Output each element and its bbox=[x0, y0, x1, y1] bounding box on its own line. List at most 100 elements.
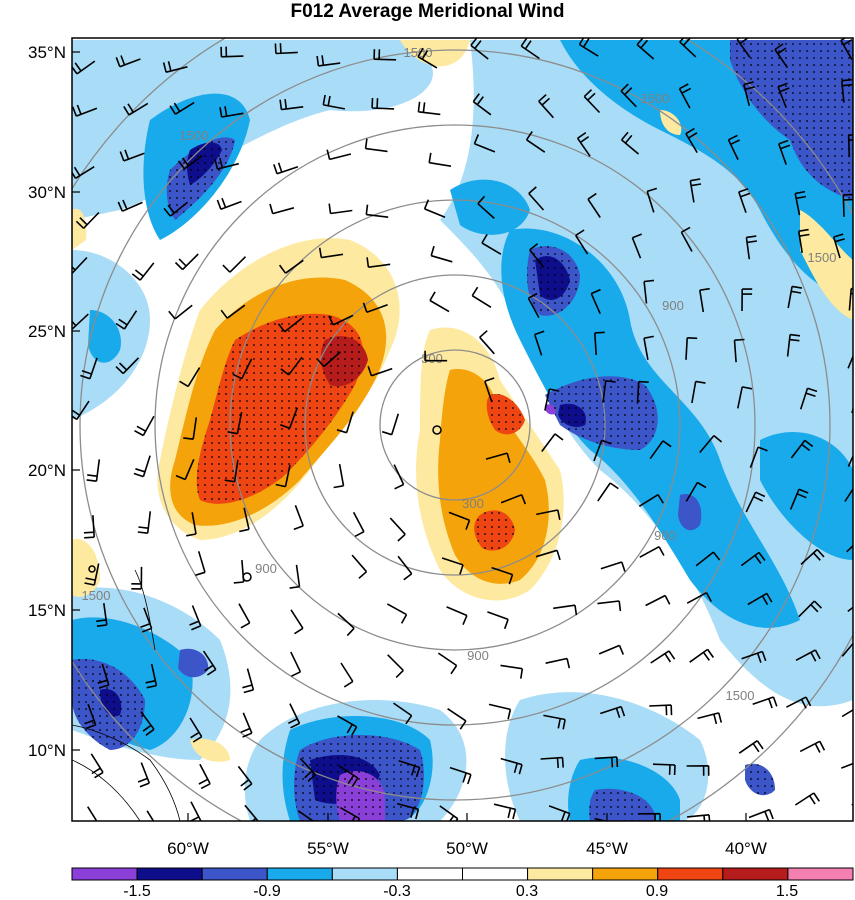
wind-barb bbox=[189, 717, 203, 743]
wind-barb bbox=[790, 439, 814, 459]
wind-barb bbox=[678, 83, 692, 109]
wind-barb bbox=[652, 763, 676, 776]
wind-barb bbox=[123, 102, 149, 116]
wind-barb bbox=[470, 38, 489, 60]
wind-barb bbox=[273, 162, 299, 175]
wind-barb bbox=[351, 554, 368, 579]
wind-barb bbox=[316, 55, 341, 67]
wind-barb bbox=[393, 464, 405, 490]
wind-barb bbox=[841, 762, 853, 769]
lon-label: 45°W bbox=[586, 839, 628, 858]
wind-barb bbox=[799, 387, 818, 410]
wind-barb bbox=[72, 257, 88, 275]
wind-barb bbox=[275, 464, 291, 488]
plot-area: 300 300 900 900 900 900 1500 1500 1500 1500 1500 15… bbox=[72, 38, 853, 821]
wind-barb bbox=[242, 668, 255, 694]
range-ring-label: 300 bbox=[421, 351, 443, 366]
wind-barb bbox=[448, 511, 471, 530]
wind-barb bbox=[597, 482, 619, 502]
wind-barb bbox=[340, 662, 354, 688]
wind-barb bbox=[393, 702, 413, 725]
wind-barb bbox=[786, 696, 812, 709]
wind-barb bbox=[600, 705, 626, 718]
wind-barb bbox=[520, 38, 540, 60]
wind-barb bbox=[214, 157, 239, 170]
wind-barb bbox=[219, 106, 244, 118]
colorbar-swatch bbox=[462, 867, 529, 881]
wind-barb bbox=[841, 78, 853, 103]
wind-barb bbox=[90, 753, 104, 779]
range-ring-label: 900 bbox=[255, 561, 277, 576]
wind-barb bbox=[620, 131, 640, 155]
lon-label: 50°W bbox=[446, 839, 488, 858]
wind-barb bbox=[847, 606, 853, 613]
axis-ticks bbox=[72, 51, 747, 821]
longitude-labels: 60°W 55°W 50°W 45°W 40°W bbox=[167, 839, 767, 858]
wind-barb bbox=[328, 203, 353, 215]
wind-barb bbox=[318, 247, 344, 259]
wind-barb bbox=[83, 515, 95, 539]
colorbar-label: 0.3 bbox=[516, 883, 538, 900]
wind-barb bbox=[847, 134, 853, 158]
wind-barb bbox=[371, 97, 395, 110]
wind-barb bbox=[797, 228, 810, 254]
colorbar-swatch bbox=[396, 867, 463, 881]
wind-barb bbox=[727, 134, 741, 160]
colorbar bbox=[71, 867, 854, 881]
wind-barb bbox=[594, 331, 605, 355]
wind-barb bbox=[832, 233, 845, 259]
colorbar-swatch bbox=[136, 867, 203, 881]
wind-barb bbox=[417, 47, 438, 69]
wind-barb bbox=[685, 337, 698, 360]
wind-barb bbox=[86, 459, 101, 482]
wind-barb bbox=[289, 564, 301, 589]
wind-barb bbox=[541, 433, 564, 452]
wind-barb bbox=[398, 759, 421, 778]
wind-barb bbox=[500, 757, 523, 775]
wind-barb bbox=[75, 211, 100, 229]
wind-barb bbox=[337, 612, 355, 637]
wind-barb bbox=[527, 292, 540, 318]
lon-label: 55°W bbox=[307, 839, 349, 858]
wind-barb bbox=[544, 388, 560, 411]
colorbar-swatch bbox=[787, 867, 854, 881]
wind-barb bbox=[493, 803, 517, 820]
range-ring-label: 1500 bbox=[808, 250, 837, 265]
range-ring-label: 1500 bbox=[180, 128, 209, 143]
wind-barb bbox=[441, 557, 464, 575]
lat-label: 10°N bbox=[28, 741, 66, 760]
colorbar-swatch bbox=[722, 867, 789, 881]
wind-barb bbox=[428, 152, 452, 167]
wind-barb bbox=[598, 644, 625, 655]
lon-label: 60°W bbox=[167, 839, 209, 858]
wind-barb bbox=[649, 704, 673, 716]
wind-barb bbox=[500, 494, 527, 505]
wind-barb bbox=[745, 491, 766, 513]
lat-label: 35°N bbox=[28, 43, 66, 62]
wind-barb bbox=[650, 650, 676, 664]
wind-barb bbox=[84, 703, 97, 730]
colorbar-label: -1.5 bbox=[123, 883, 151, 900]
wind-barb bbox=[386, 603, 408, 624]
wind-barb bbox=[593, 439, 612, 462]
range-ring-label: 300 bbox=[462, 496, 484, 511]
wind-barb bbox=[529, 243, 545, 268]
wind-barb bbox=[364, 138, 388, 153]
colorbar-label: -0.9 bbox=[253, 883, 281, 900]
wind-barb bbox=[787, 285, 803, 309]
wind-barb bbox=[794, 190, 807, 216]
wind-barb bbox=[352, 511, 365, 538]
wind-barb bbox=[646, 187, 658, 213]
wind-barb bbox=[748, 808, 774, 821]
wind-barb bbox=[538, 94, 554, 119]
colorbar-label: 0.9 bbox=[646, 883, 668, 900]
colorbar-swatch bbox=[201, 867, 268, 881]
colorbar-swatch bbox=[592, 867, 659, 881]
wind-barb bbox=[533, 330, 545, 356]
latitude-labels: 35°N 30°N 25°N 20°N 15°N 10°N bbox=[28, 43, 66, 760]
wind-barb bbox=[189, 605, 202, 631]
wind-barb bbox=[140, 711, 155, 736]
wind-barb bbox=[232, 358, 253, 380]
colorbar-swatch bbox=[527, 867, 594, 881]
